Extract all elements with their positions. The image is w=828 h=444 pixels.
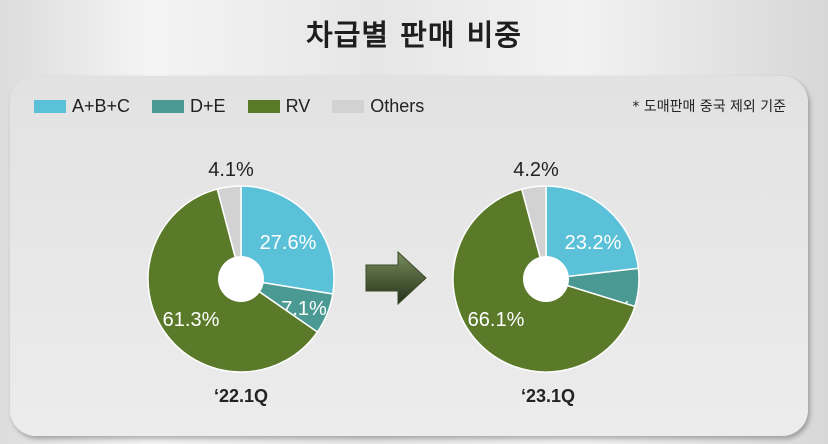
slice-label-others-2023: 4.2% [513, 159, 559, 181]
period-label-2023: ‘23.1Q [521, 386, 575, 406]
slice-label-rv-2023: 66.1% [468, 309, 525, 331]
slice-label-abc-2022: 27.6% [260, 232, 317, 254]
pie-slice-abc-2023 [545, 185, 640, 280]
chart-panel [10, 76, 808, 436]
legend-swatch-de [152, 99, 185, 113]
period-label-2022: ‘22.1Q [214, 386, 268, 406]
legend-swatch-abc [34, 99, 66, 113]
legend-item-rv: RV [247, 95, 311, 117]
pie-chart-2022: 27.6%7.1%61.3%4.1% [147, 159, 335, 373]
pie-slice-abc-2022 [240, 185, 335, 295]
legend-label-rv: RV [285, 95, 311, 116]
pie-slice-others-2022 [216, 185, 242, 280]
legend-label-de: D+E [190, 95, 226, 116]
legend-label-abc: A+B+C [72, 95, 131, 116]
slice-label-others-2022: 4.1% [208, 159, 254, 181]
pie-center-hole-2023 [523, 256, 569, 302]
legend-swatch-rv [247, 99, 280, 113]
legend-item-others: Others [332, 96, 424, 117]
page-title: 차급별 판매 비중 [306, 18, 522, 52]
pie-center-hole-2022 [218, 256, 264, 302]
slice-label-abc-2023: 23.2% [565, 232, 622, 254]
legend-swatch-others [332, 99, 365, 113]
legend-item-de: D+E [152, 96, 226, 117]
footnote: * 도매판매 중국 제외 기준 [632, 99, 786, 115]
legend-item-abc: A+B+C [34, 96, 130, 117]
pie-slice-others-2023 [520, 185, 547, 280]
slice-label-rv-2022: 61.3% [163, 309, 220, 331]
legend-label-others: Others [370, 95, 425, 116]
legend: A+B+C D+E RV Others [34, 95, 446, 117]
pie-chart-2023: 23.2%6.6%66.1%4.2% [452, 159, 640, 373]
arrow-right-icon [365, 250, 427, 306]
